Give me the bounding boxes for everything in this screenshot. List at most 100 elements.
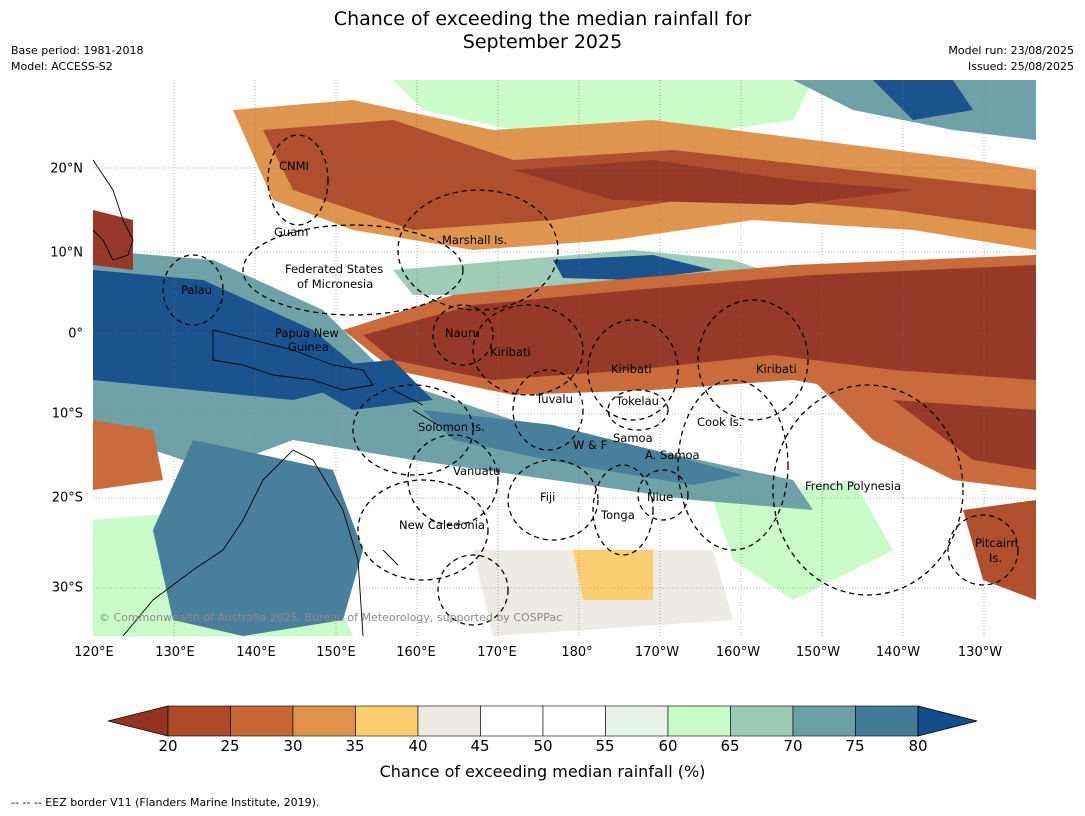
label-kiribati-c: Kiribati: [611, 362, 652, 376]
map-title: Chance of exceeding the median rainfall …: [0, 8, 1085, 54]
label-french-polynesia: French Polynesia: [805, 479, 901, 493]
label-palau: Palau: [181, 283, 212, 297]
eez-tokelau: [607, 389, 669, 431]
colorbar-label-45: 45: [470, 737, 490, 755]
field-australia-wet: [153, 440, 363, 636]
rainfall-field: [93, 80, 1036, 636]
colorbar-bin-20-25: [167, 705, 231, 737]
colorbar-bin-70-75: [792, 705, 856, 737]
eez-fiji: [507, 459, 599, 541]
colorbar-label-30: 30: [283, 737, 303, 755]
colorbar-label-35: 35: [345, 737, 365, 755]
title-line1: Chance of exceeding the median rainfall …: [333, 8, 752, 30]
lon-tick-5: 170°E: [477, 645, 517, 660]
colorbar-min-extend: [107, 705, 169, 737]
eez-vanuatu: [407, 434, 499, 526]
field-dry-ne-patch: [93, 210, 133, 270]
colorbar-bin-45-50: [480, 705, 544, 737]
colorbar-bin-25-30: [230, 705, 294, 737]
field-dry-band-north-core: [513, 160, 913, 205]
lat-tick-4: 20°S: [51, 490, 83, 506]
colorbar-label-70: 70: [783, 737, 803, 755]
eez-niue: [637, 469, 689, 521]
label-samoa: Samoa: [613, 431, 653, 445]
lon-tick-2: 140°E: [236, 645, 276, 660]
colorbar-title: Chance of exceeding median rainfall (%): [379, 762, 706, 781]
meta-left: Base period: 1981-2018 Model: ACCESS-S2: [11, 43, 143, 75]
colorbar-label-80: 80: [908, 737, 928, 755]
colorbar-label-60: 60: [658, 737, 678, 755]
label-kiribati-w: Kiribati: [490, 345, 531, 359]
lon-tick-6: 180°: [561, 645, 593, 660]
colorbar-bin-30-35: [292, 705, 356, 737]
colorbar-label-65: 65: [720, 737, 740, 755]
colorbar-label-75: 75: [845, 737, 865, 755]
model-run: Model run: 23/08/2025: [948, 44, 1074, 57]
colorbar: [107, 705, 978, 745]
eez-lord-howe: [437, 554, 509, 626]
colorbar-bin-60-65: [667, 705, 731, 737]
label-tuvalu: Tuvalu: [535, 392, 573, 406]
lat-tick-3: 10°S: [51, 406, 83, 422]
place-labels: CNMI Guam Marshall Is. Federated States …: [181, 159, 1018, 565]
coast-philippines: [93, 159, 134, 261]
colorbar-bin-50-55: [542, 705, 606, 737]
label-cook: Cook Is.: [697, 415, 742, 429]
coastlines: [93, 159, 439, 636]
field-dry-sw-patch: [93, 420, 163, 490]
field-darkblue-ne: [873, 80, 973, 120]
model-name: Model: ACCESS-S2: [11, 60, 113, 73]
eez-cook: [677, 379, 789, 551]
label-cnmi: CNMI: [279, 159, 309, 173]
lat-tick-2: 0°: [68, 326, 83, 342]
label-wf: W & F: [573, 438, 607, 452]
lat-tick-5: 30°S: [51, 580, 83, 596]
colorbar-bin-75-80: [855, 705, 919, 737]
lon-tick-0: 120°E: [74, 645, 114, 660]
field-wet-spcz: [423, 410, 743, 485]
colorbar-bin-55-60: [605, 705, 669, 737]
label-tonga: Tonga: [600, 508, 635, 522]
meta-right: Model run: 23/08/2025 Issued: 25/08/2025: [948, 43, 1074, 75]
lon-tick-10: 140°W: [875, 645, 921, 660]
title-line2: September 2025: [462, 31, 623, 53]
eez-solomon: [352, 384, 474, 476]
graticule: [93, 80, 1036, 636]
eez-marshall: [397, 189, 559, 311]
label-fsm-1: Federated States: [285, 262, 383, 276]
eez-pitcairn: [947, 514, 1019, 586]
eez-kiribati-e: [697, 299, 809, 421]
coast-new-guinea: [212, 329, 374, 391]
colorbar-bin-65-70: [730, 705, 794, 737]
field-dry-far-se: [963, 500, 1036, 600]
eez-french-polynesia: [772, 384, 964, 596]
lon-tick-11: 130°W: [957, 645, 1003, 660]
colorbar-max-extend: [917, 705, 978, 737]
colorbar-bin-35-40: [355, 705, 419, 737]
eez-new-caledonia: [357, 479, 489, 581]
field-yellow-s: [573, 550, 653, 600]
field-dry-band-eq-core: [363, 265, 1036, 380]
eez-cnmi: [267, 134, 329, 226]
label-png-1: Papua New: [275, 326, 339, 340]
label-niue: Niue: [647, 490, 673, 504]
field-light-green-se: [713, 480, 893, 600]
coast-australia: [122, 449, 364, 636]
copyright-notice: © Commonwealth of Australia 2025, Bureau…: [99, 611, 562, 624]
label-asamoa: A. Samoa: [645, 448, 700, 462]
eez-fsm: [242, 224, 464, 316]
label-fsm-2: of Micronesia: [297, 277, 373, 291]
issued-date: Issued: 25/08/2025: [967, 60, 1074, 73]
lon-tick-8: 160°W: [715, 645, 761, 660]
colorbar-bin-40-45: [417, 705, 481, 737]
base-period: Base period: 1981-2018: [11, 44, 144, 57]
lon-tick-7: 170°W: [634, 645, 680, 660]
eez-footnote: -- -- -- EEZ border V11 (Flanders Marine…: [11, 796, 320, 809]
label-fiji: Fiji: [540, 490, 555, 504]
colorbar-label-25: 25: [220, 737, 240, 755]
colorbar-label-20: 20: [158, 737, 178, 755]
label-solomon: Solomon Is.: [418, 420, 485, 434]
label-tokelau: Tokelau: [615, 394, 659, 408]
eez-palau: [162, 254, 224, 326]
eez-nauru: [432, 304, 494, 366]
